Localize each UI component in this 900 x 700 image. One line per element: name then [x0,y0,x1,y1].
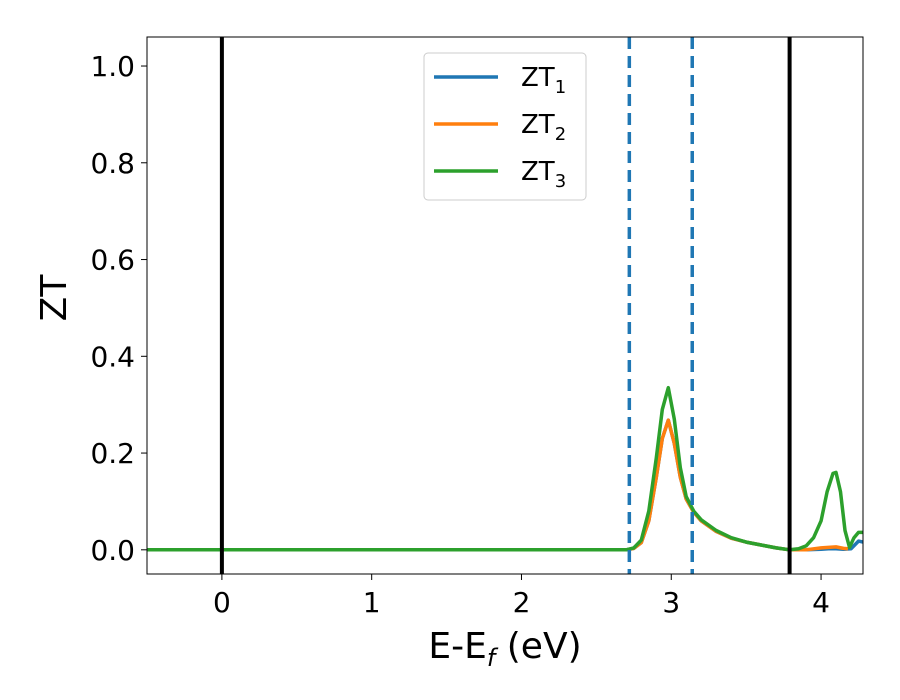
y-axis-label: ZT [34,274,75,322]
x-tick-label: 0 [213,586,231,619]
legend-frame [423,52,587,201]
series-layer [147,385,864,552]
series-line-2 [147,418,849,552]
legend-label-1: ZT1 [521,63,566,98]
y-tick-label: 1.0 [90,50,135,83]
x-axis-label-unit: (eV) [495,626,581,667]
y-tick-label: 0.2 [90,437,135,470]
vertical-lines [219,37,792,574]
legend-label-sub: 1 [555,77,566,98]
legend-label-main: ZT [521,63,555,93]
series-line-1 [147,418,864,552]
x-axis-label: E-Ef (eV) [428,626,581,672]
x-tick-label: 2 [513,586,531,619]
legend-label-2: ZT2 [521,110,566,145]
legend-label-sub: 2 [555,124,566,145]
legend-label-main: ZT [521,110,555,140]
plot-frame [146,36,864,575]
legend-label-sub: 3 [555,171,566,192]
y-tick-label: 0.0 [90,534,135,567]
tick-layer: 0 1 2 3 4 0.0 0.2 0.4 0.6 0.8 1.0 [90,50,830,619]
y-tick-label: 0.8 [90,147,135,180]
legend-label-3: ZT3 [521,157,566,192]
x-tick-label: 4 [812,586,830,619]
series-line-3 [147,385,863,552]
y-tick-label: 0.4 [90,340,135,373]
x-axis-label-main: E-E [428,626,486,667]
x-tick-label: 1 [363,586,381,619]
x-tick-label: 3 [662,586,680,619]
y-tick-label: 0.6 [90,244,135,277]
legend-label-main: ZT [521,157,555,187]
